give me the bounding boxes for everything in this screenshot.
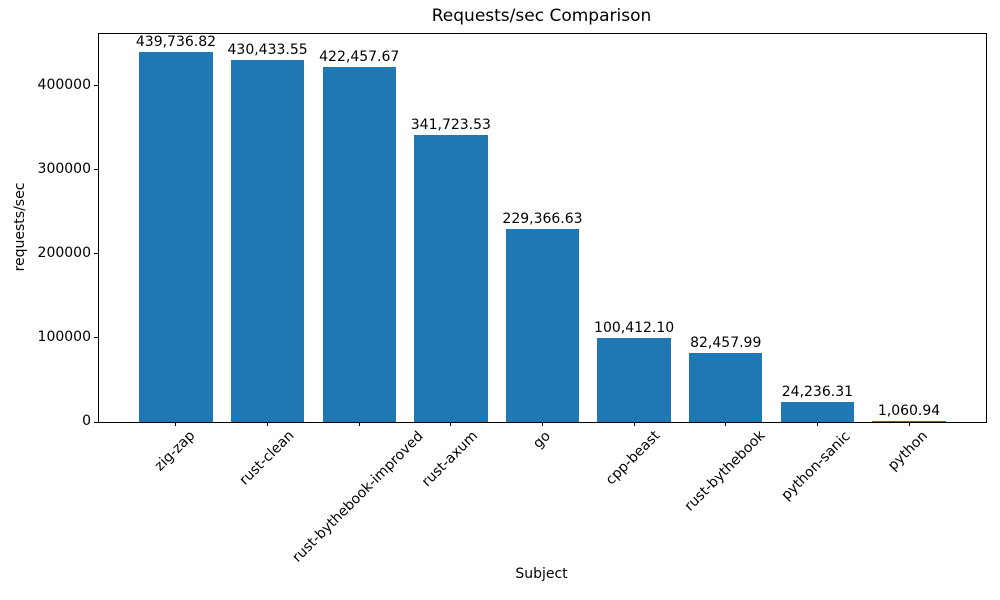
bar: [230, 60, 305, 422]
y-tick-label: 100000: [37, 328, 91, 345]
bar-value-label: 439,736.82: [135, 34, 217, 51]
x-tick-label: python: [885, 427, 931, 474]
x-tick-mark: [542, 422, 543, 426]
chart-title: Requests/sec Comparison: [431, 6, 652, 26]
y-tick-mark: [94, 421, 98, 423]
y-tick-mark: [94, 169, 98, 171]
y-tick-label: 0: [82, 413, 91, 429]
bar-value-label: 422,457.67: [319, 49, 400, 65]
x-tick-mark: [175, 422, 177, 426]
y-tick-mark: [94, 85, 98, 87]
bar: [872, 421, 946, 422]
y-axis-label: requests/sec: [12, 182, 28, 272]
bar-value-label: 1,060.94: [877, 403, 941, 419]
bar: [322, 66, 396, 422]
y-tick-label: 300000: [37, 160, 91, 177]
x-tick-mark: [358, 422, 360, 426]
x-tick-mark: [725, 422, 727, 426]
x-tick-mark: [267, 422, 269, 426]
x-axis-label: Subject: [515, 566, 568, 582]
y-tick-mark: [94, 337, 98, 339]
bar-value-label: 430,433.55: [227, 42, 308, 59]
bar: [414, 134, 488, 422]
x-tick-label: rust-bythebook: [681, 427, 769, 515]
x-tick-label: zig-zap: [151, 427, 199, 475]
y-tick-label: 400000: [37, 76, 91, 93]
bar-value-label: 24,236.31: [781, 383, 854, 400]
x-tick-mark: [450, 422, 452, 426]
y-tick-mark: [94, 253, 98, 255]
y-tick-label: 200000: [37, 244, 91, 261]
bar-value-label: 229,366.63: [502, 211, 583, 228]
bar: [597, 337, 671, 422]
bar-value-label: 82,457.99: [690, 334, 762, 351]
x-tick-label: rust-axum: [418, 427, 481, 491]
bar: [780, 401, 855, 422]
bar-value-label: 341,723.53: [410, 116, 491, 133]
x-tick-mark: [908, 422, 910, 426]
x-tick-label: rust-clean: [236, 427, 298, 489]
x-tick-mark: [816, 422, 818, 426]
bar-value-label: 100,412.10: [594, 319, 675, 336]
plot-area: 439,736.82 430,433.55 422,457.67 341,723.53…: [94, 33, 987, 426]
x-tick-mark: [633, 422, 635, 426]
x-tick-label: cpp-beast: [602, 427, 664, 489]
x-tick-label: rust-bythebook-improved: [289, 427, 427, 566]
bar: [505, 229, 580, 422]
x-tick-label: python-sanic: [778, 427, 854, 504]
bar: [139, 52, 213, 422]
x-tick-label: go: [529, 427, 554, 452]
bar: [689, 352, 763, 422]
